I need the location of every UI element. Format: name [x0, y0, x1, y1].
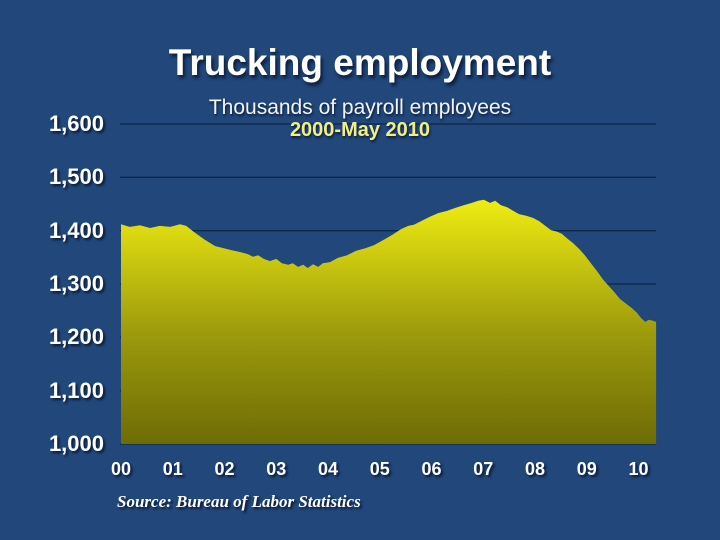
- source-note: Source: Bureau of Labor Statistics: [117, 492, 361, 511]
- y-tick-label: 1,100: [48, 377, 104, 403]
- x-tick-label: 04: [317, 459, 339, 479]
- x-tick-label: 10: [628, 459, 649, 479]
- x-tick-label: 03: [266, 459, 287, 479]
- y-tick-label: 1,600: [48, 111, 104, 136]
- chart-subtitle: Thousands of payroll employees: [208, 96, 512, 119]
- y-tick-label: 1,000: [48, 431, 104, 456]
- x-tick-label: 08: [524, 459, 546, 479]
- x-tick-label: 06: [421, 459, 442, 479]
- x-tick-label: 02: [214, 459, 235, 479]
- x-tick-label: 00: [110, 459, 132, 479]
- y-tick-label: 1,200: [48, 324, 104, 350]
- employment-area-series: [121, 199, 657, 444]
- x-tick-label: 07: [473, 459, 494, 479]
- y-tick-label: 1,300: [48, 271, 104, 296]
- x-tick-label: 09: [576, 459, 597, 479]
- page-title: Trucking employment: [168, 42, 552, 83]
- chart-date-range: 2000-May 2010: [289, 119, 431, 141]
- x-tick-label: 05: [369, 459, 390, 479]
- y-tick-label: 1,500: [48, 164, 104, 190]
- x-tick-label: 01: [162, 459, 183, 479]
- y-tick-label: 1,400: [48, 217, 104, 243]
